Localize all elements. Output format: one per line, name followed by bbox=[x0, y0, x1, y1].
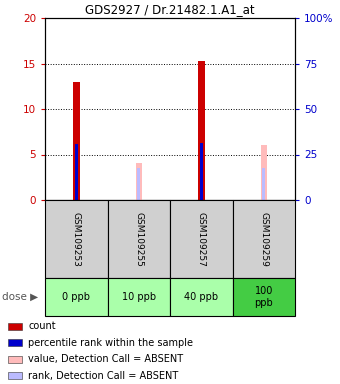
Bar bbox=[198, 61, 205, 200]
Bar bbox=[233, 278, 295, 316]
Bar bbox=[262, 168, 265, 200]
Bar bbox=[107, 200, 170, 278]
Bar bbox=[170, 278, 233, 316]
Bar bbox=[233, 200, 295, 278]
Text: 100
ppb: 100 ppb bbox=[254, 286, 273, 308]
Bar bbox=[45, 200, 107, 278]
Text: GSM109257: GSM109257 bbox=[197, 212, 206, 266]
Bar bbox=[8, 323, 21, 330]
Text: GSM109259: GSM109259 bbox=[259, 212, 268, 266]
Bar bbox=[170, 200, 233, 278]
Text: rank, Detection Call = ABSENT: rank, Detection Call = ABSENT bbox=[28, 371, 178, 381]
Bar bbox=[137, 168, 140, 200]
Text: GSM109255: GSM109255 bbox=[134, 212, 143, 266]
Bar bbox=[72, 82, 80, 200]
Bar bbox=[75, 144, 78, 200]
Bar bbox=[107, 278, 170, 316]
Bar bbox=[200, 143, 203, 200]
Bar bbox=[8, 356, 21, 363]
Bar bbox=[45, 278, 107, 316]
Text: 0 ppb: 0 ppb bbox=[62, 292, 90, 302]
Bar bbox=[136, 163, 142, 200]
Text: GSM109253: GSM109253 bbox=[72, 212, 81, 266]
Text: percentile rank within the sample: percentile rank within the sample bbox=[28, 338, 193, 348]
Text: GDS2927 / Dr.21482.1.A1_at: GDS2927 / Dr.21482.1.A1_at bbox=[85, 3, 255, 17]
Text: 10 ppb: 10 ppb bbox=[122, 292, 156, 302]
Text: 40 ppb: 40 ppb bbox=[184, 292, 218, 302]
Text: count: count bbox=[28, 321, 56, 331]
Text: dose ▶: dose ▶ bbox=[2, 292, 38, 302]
Bar bbox=[8, 339, 21, 346]
Bar bbox=[261, 146, 267, 200]
Bar bbox=[8, 372, 21, 379]
Text: value, Detection Call = ABSENT: value, Detection Call = ABSENT bbox=[28, 354, 183, 364]
